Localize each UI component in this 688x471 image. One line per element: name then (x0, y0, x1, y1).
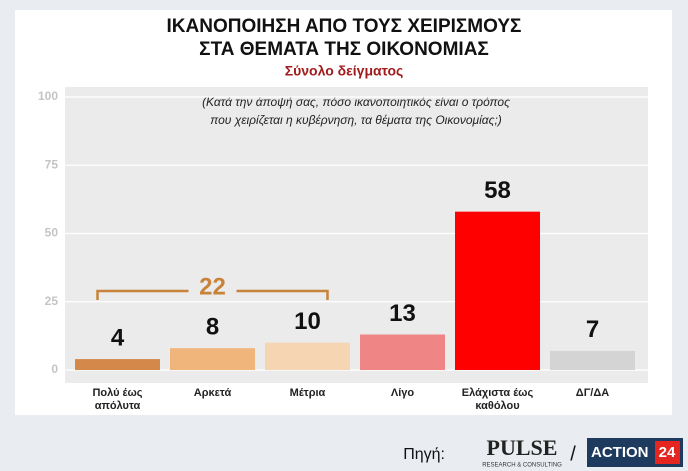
x-tick-label: Μέτρια (289, 387, 326, 399)
logo-pulse: PULSE (487, 435, 558, 460)
value-label: 13 (389, 300, 416, 327)
bracket (96, 289, 329, 300)
x-tick-label: Λίγο (390, 387, 415, 399)
logo-action: ACTION (591, 444, 649, 461)
plot-area (65, 87, 648, 383)
chart-title: ΙΚΑΝΟΠΟΙΗΣΗ ΑΠΟ ΤΟΥΣ ΧΕΙΡΙΣΜΟΥΣ (167, 16, 522, 37)
value-label: 58 (484, 177, 511, 204)
source-label: Πηγή: (403, 446, 445, 463)
bar (170, 348, 255, 370)
chart-title: ΣΤΑ ΘΕΜΑΤΑ ΤΗΣ ΟΙΚΟΝΟΜΙΑΣ (199, 39, 489, 60)
bar (360, 334, 445, 370)
bar (455, 211, 540, 370)
annotation: 22 (199, 273, 226, 300)
y-tick-label: 25 (45, 294, 59, 308)
bar (75, 359, 160, 370)
value-label: 7 (586, 316, 599, 343)
subtitle: Σύνολο δείγματος (285, 63, 404, 79)
x-tick-label: ΔΓ/ΔΑ (575, 387, 610, 399)
bar (265, 342, 350, 370)
question: που χειρίζεται η κυβέρνηση, τα θέματα τη… (210, 113, 502, 127)
value-label: 4 (111, 324, 125, 351)
y-tick-label: 75 (45, 157, 59, 171)
question: (Κατά την άποψή σας, πόσο ικανοποιητικός… (202, 95, 510, 109)
y-tick-label: 50 (45, 226, 59, 240)
x-tick-label: Πολύ έως απόλυτα (92, 387, 143, 412)
bar (550, 350, 635, 370)
value-label: 8 (206, 314, 219, 341)
y-tick-label: 0 (51, 362, 58, 376)
logo-num-bg (655, 441, 680, 464)
x-tick-label: Αρκετά (193, 387, 232, 399)
logo-num: 24 (659, 444, 676, 461)
x-tick-label: Ελάχιστα έως καθόλου (461, 387, 534, 412)
logo-pulse-sub: RESEARCH & CONSULTING (482, 463, 562, 469)
separator: / (570, 443, 576, 465)
y-tick-label: 100 (38, 89, 58, 103)
value-label: 10 (294, 308, 321, 335)
